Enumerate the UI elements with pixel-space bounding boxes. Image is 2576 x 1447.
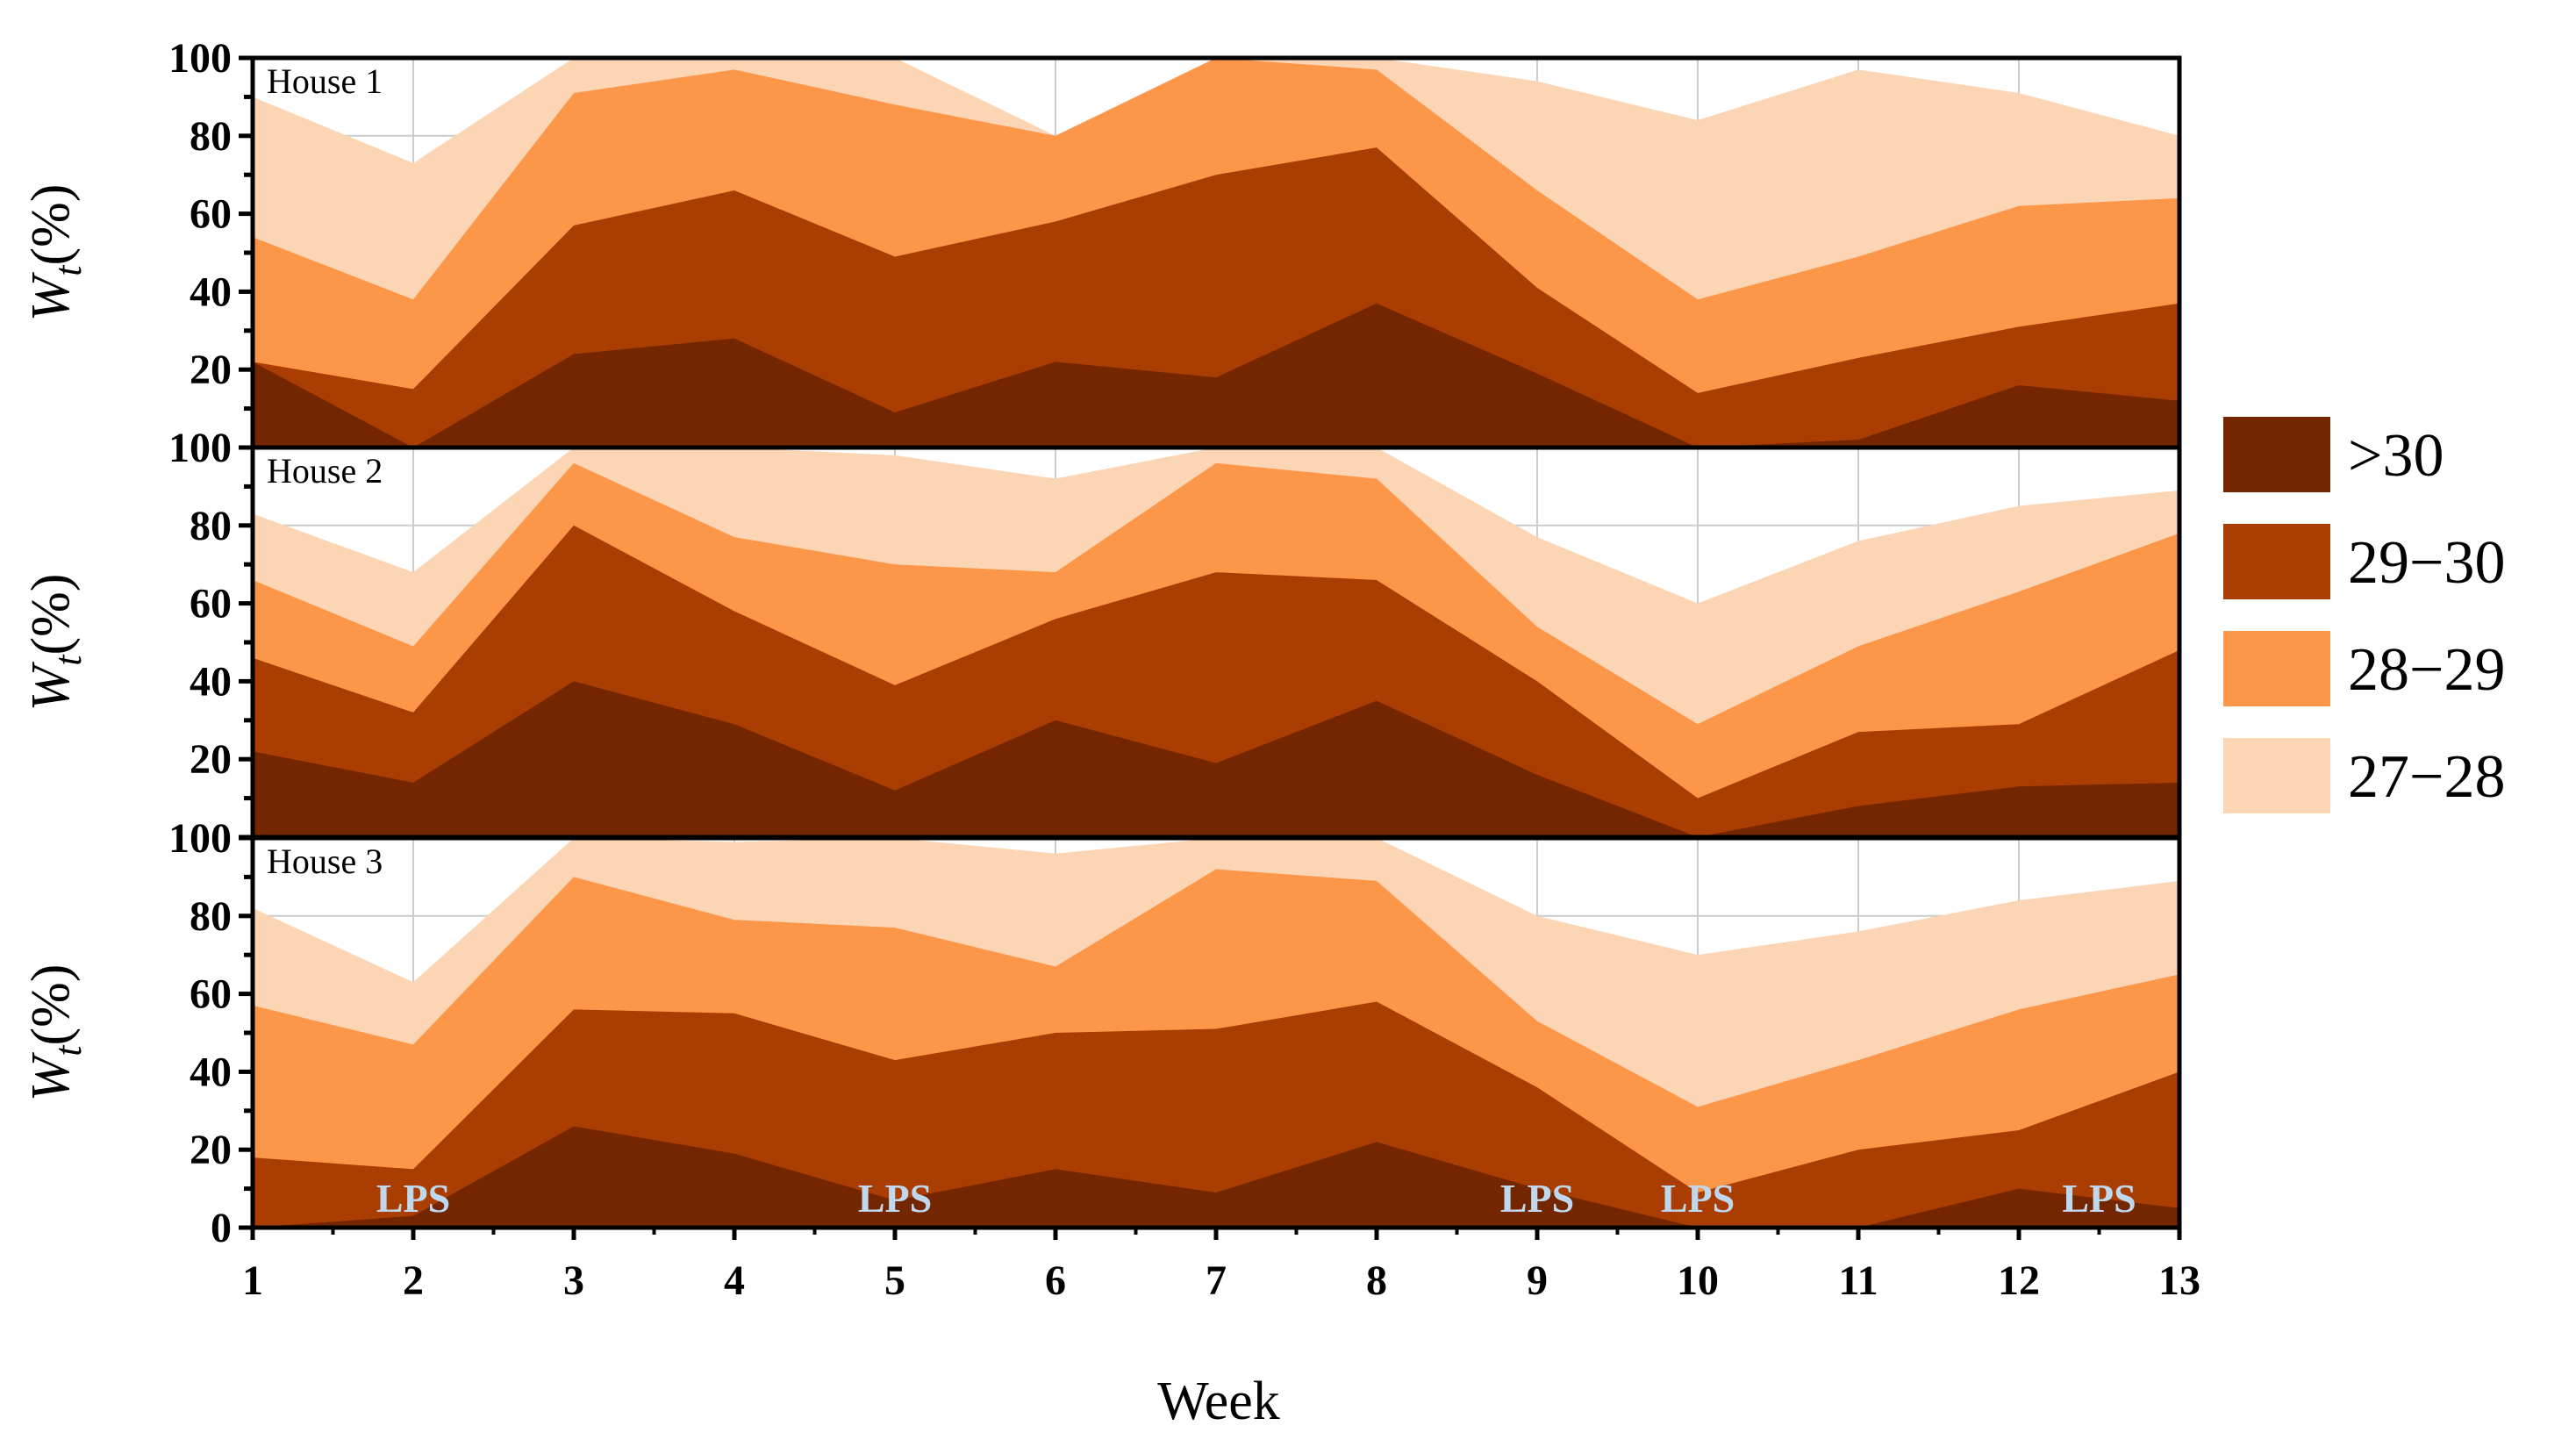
y-tick-label: 60 — [190, 581, 232, 627]
y-tick-label: 100 — [168, 425, 232, 471]
y-axis-title: Wt(%) — [21, 964, 89, 1102]
lps-annotation: LPS — [858, 1176, 932, 1221]
panel-house-3: 0 20 40 60 80 100 Wt(%) House 3 LPS LPS LPS LPS LPS 1… — [21, 815, 2200, 1304]
legend-swatch — [2223, 738, 2330, 813]
y-axis: 0 20 40 60 80 100 — [168, 815, 253, 1251]
y-tick-label: 60 — [190, 971, 232, 1018]
x-tick-label: 10 — [1677, 1257, 1719, 1304]
area-gt30 — [253, 303, 2179, 448]
y-tick-label: 80 — [190, 503, 232, 549]
y-axis-title-symbol: W — [21, 1051, 81, 1101]
x-tick-label: 8 — [1366, 1257, 1387, 1304]
area-series-group — [253, 58, 2179, 448]
x-tick-label: 1 — [242, 1257, 263, 1304]
legend-label: 28−29 — [2348, 636, 2505, 704]
y-axis-title: Wt(%) — [21, 184, 89, 322]
y-axis-title-unit: (%) — [21, 184, 81, 266]
x-axis-title: Week — [1157, 1372, 1280, 1431]
legend-label: >30 — [2348, 422, 2444, 490]
y-axis-title-symbol: W — [21, 271, 81, 321]
area-series-group — [253, 838, 2179, 1228]
legend-swatch — [2223, 631, 2330, 706]
area-gt30 — [253, 1126, 2179, 1228]
y-tick-label: 20 — [190, 347, 232, 393]
y-axis-title-subscript: t — [47, 1044, 89, 1057]
x-tick-label: 4 — [724, 1257, 745, 1304]
legend: >30 29−30 28−29 27−28 — [2223, 417, 2505, 813]
y-tick-label: 20 — [190, 736, 232, 783]
y-axis-title-subscript: t — [47, 654, 89, 666]
y-axis-title-symbol: W — [21, 661, 81, 711]
y-tick-label: 20 — [190, 1127, 232, 1173]
y-tick-label: 60 — [190, 191, 232, 238]
x-tick-label: 13 — [2158, 1257, 2200, 1304]
x-axis: 1 2 3 4 5 6 7 8 9 10 11 12 13 — [242, 1228, 2200, 1304]
legend-swatch — [2223, 524, 2330, 599]
panel-title: House 3 — [267, 842, 383, 881]
lps-annotation: LPS — [1500, 1176, 1574, 1221]
y-axis: 20 40 60 80 100 — [168, 35, 253, 450]
y-tick-label: 100 — [168, 815, 232, 862]
y-axis: 20 40 60 80 100 — [168, 425, 253, 840]
x-tick-label: 6 — [1045, 1257, 1066, 1304]
y-axis-title: Wt(%) — [21, 574, 89, 712]
panel-house-2: 20 40 60 80 100 Wt(%) House 2 — [21, 425, 2182, 840]
x-tick-label: 9 — [1527, 1257, 1548, 1304]
y-tick-label: 100 — [168, 35, 232, 82]
area-gt30 — [253, 681, 2179, 837]
y-tick-label: 40 — [190, 658, 232, 705]
x-tick-label: 5 — [884, 1257, 905, 1304]
y-axis-title-unit: (%) — [21, 574, 81, 655]
x-tick-label: 11 — [1838, 1257, 1878, 1304]
lps-annotation: LPS — [1661, 1176, 1735, 1221]
x-tick-label: 12 — [1998, 1257, 2040, 1304]
legend-label: 29−30 — [2348, 529, 2505, 597]
panel-house-1: 20 40 60 80 100 Wt(%) House 1 — [21, 35, 2182, 450]
x-tick-label: 3 — [563, 1257, 584, 1304]
y-axis-title-unit: (%) — [21, 964, 81, 1046]
legend-label: 27−28 — [2348, 743, 2505, 811]
legend-swatch — [2223, 417, 2330, 492]
y-tick-label: 80 — [190, 893, 232, 940]
area-series-group — [253, 448, 2179, 837]
x-tick-label: 7 — [1206, 1257, 1227, 1304]
y-tick-label: 40 — [190, 269, 232, 315]
y-axis-title-subscript: t — [47, 264, 89, 276]
y-tick-label: 80 — [190, 113, 232, 160]
lps-annotation: LPS — [376, 1176, 450, 1221]
panel-title: House 1 — [267, 61, 383, 101]
x-tick-label: 2 — [403, 1257, 424, 1304]
y-tick-label: 0 — [211, 1205, 232, 1251]
y-tick-label: 40 — [190, 1049, 232, 1095]
lps-annotation: LPS — [2062, 1176, 2136, 1221]
panel-title: House 2 — [267, 451, 383, 491]
